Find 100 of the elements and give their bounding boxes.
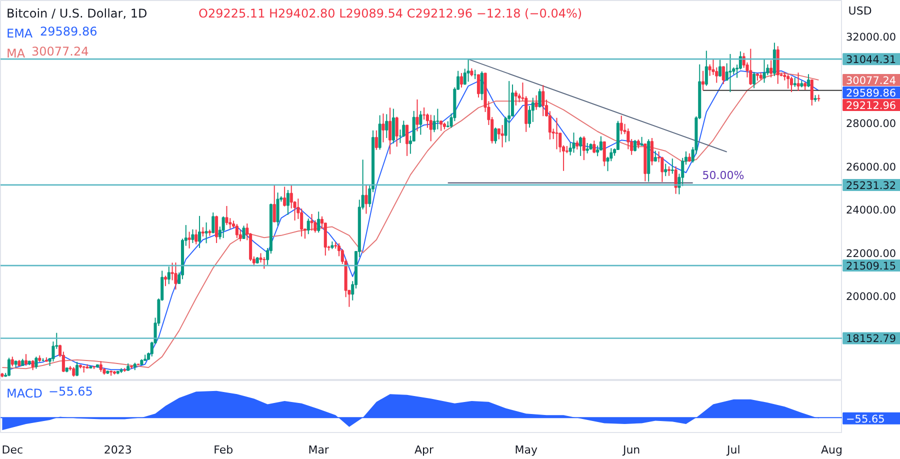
candlestick <box>494 127 498 144</box>
candlestick <box>204 222 208 244</box>
candlestick <box>72 366 76 378</box>
candlestick <box>34 356 38 370</box>
candlestick <box>317 211 320 234</box>
annotation: −55.65 <box>48 384 93 398</box>
candlestick <box>174 262 178 290</box>
candlestick <box>310 213 314 232</box>
candlestick <box>24 354 28 366</box>
candlestick <box>582 136 586 161</box>
candlestick <box>555 117 558 150</box>
text: MA <box>6 46 26 60</box>
candlestick <box>650 137 654 166</box>
series-label: MACD <box>6 386 42 400</box>
candlestick <box>422 106 426 120</box>
text: 29589.86 <box>846 88 896 100</box>
candlestick <box>382 113 385 143</box>
candlestick <box>670 158 674 174</box>
annotation: 30077.24 <box>32 44 89 58</box>
candlestick <box>286 189 290 216</box>
candlestick <box>235 223 238 239</box>
candlestick <box>579 136 582 156</box>
text: −55.65 <box>846 413 885 426</box>
candlestick <box>374 130 378 150</box>
candlestick <box>701 70 705 91</box>
candlestick <box>419 110 422 136</box>
candlestick <box>436 108 440 130</box>
candlestick <box>718 59 722 78</box>
candlestick <box>728 53 732 93</box>
x-tick-label: May <box>514 444 538 456</box>
ref-line-label: 21509.15 <box>846 260 896 273</box>
candlestick <box>749 48 752 86</box>
candlestick <box>215 215 218 244</box>
candlestick <box>198 215 202 248</box>
candlestick <box>704 50 708 86</box>
x-tick-label: Jul <box>726 444 740 456</box>
candlestick <box>674 166 678 194</box>
text: 29212.96 <box>846 100 896 112</box>
candlestick <box>76 361 79 377</box>
candlestick <box>395 116 398 148</box>
y-tick-label: 20000.00 <box>846 291 896 304</box>
ref-line-label: 31044.31 <box>846 54 896 66</box>
candlestick <box>212 212 215 234</box>
candlestick <box>222 216 225 239</box>
y-tick-label: 28000.00 <box>846 118 896 130</box>
candlestick <box>476 74 480 98</box>
candlestick <box>586 142 589 154</box>
candlestick <box>633 139 636 152</box>
ref-line-label: 25231.32 <box>846 180 896 192</box>
candlestick <box>191 228 194 244</box>
candlestick <box>283 186 286 207</box>
candlestick <box>602 141 606 167</box>
candlestick <box>429 114 432 142</box>
candlestick <box>201 226 204 238</box>
candlestick <box>806 74 810 88</box>
candlestick <box>596 145 600 157</box>
candlestick <box>392 108 395 144</box>
candlestick <box>508 80 511 142</box>
candlestick <box>708 64 712 76</box>
candlestick <box>480 70 484 101</box>
candlestick <box>188 231 191 249</box>
candlestick <box>572 132 576 154</box>
y-tick-label: 22000.00 <box>846 248 896 260</box>
candlestick <box>406 124 409 156</box>
candlestick <box>460 72 463 88</box>
candlestick <box>810 79 814 106</box>
x-tick-label: Dec <box>2 444 24 456</box>
candlestick <box>10 356 14 367</box>
candlestick <box>592 140 596 154</box>
candlestick <box>538 88 542 108</box>
candlestick <box>272 184 276 223</box>
x-tick-label: Feb <box>214 444 234 456</box>
candlestick <box>31 360 34 371</box>
candlestick <box>793 77 796 88</box>
text: O29225.11 H29402.80 L29089.54 C29212.96 −12.18 (−0.04%) <box>198 6 582 20</box>
candlestick <box>388 107 392 155</box>
candlestick <box>667 166 671 176</box>
candlestick <box>762 58 766 84</box>
candlestick <box>385 114 388 138</box>
candlestick <box>276 192 280 226</box>
candlestick <box>262 256 266 270</box>
candlestick <box>534 94 538 110</box>
candlestick <box>664 163 668 177</box>
candlestick <box>722 66 725 85</box>
candlestick <box>416 98 419 132</box>
candlestick <box>242 225 246 240</box>
candlestick <box>164 275 168 287</box>
candlestick <box>7 357 11 377</box>
candlestick <box>796 72 800 92</box>
x-tick-label: 2023 <box>104 444 132 456</box>
x-tick-label: Jun <box>622 444 640 456</box>
y-tick-label: 32000.00 <box>846 31 896 44</box>
x-tick-label: Apr <box>414 444 434 456</box>
candlestick <box>167 266 170 285</box>
text: EMA <box>6 26 34 40</box>
x-tick-label: Aug <box>821 444 843 456</box>
annotation: 29589.86 <box>40 24 98 38</box>
candlestick <box>772 42 776 77</box>
candlestick <box>542 84 545 117</box>
text: 30077.24 <box>846 75 896 88</box>
